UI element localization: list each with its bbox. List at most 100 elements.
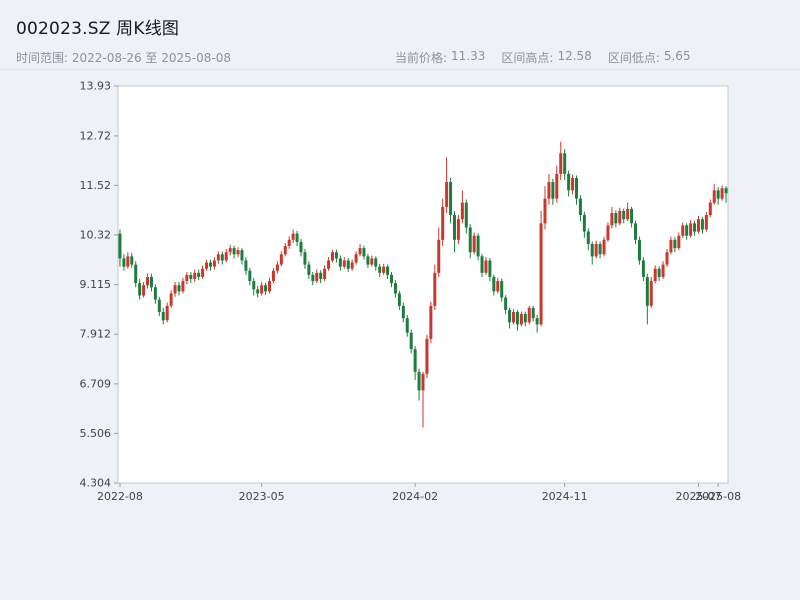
page-title: 002023.SZ 周K线图 [16, 19, 180, 39]
candle [189, 272, 193, 284]
candle [173, 281, 177, 297]
candle-body [279, 254, 283, 265]
candle [515, 309, 519, 331]
candle-body [236, 250, 240, 255]
y-axis-tick-label: 6.709 [80, 377, 112, 390]
candle [386, 264, 390, 280]
stat-range-high-value: 12.58 [557, 49, 592, 63]
stat-range-high-label: 区间高点: [501, 51, 554, 65]
candle [677, 232, 681, 251]
candle [397, 290, 401, 310]
candle-body [362, 248, 366, 257]
candle [149, 273, 153, 292]
candle-body [704, 215, 708, 230]
candle [126, 252, 130, 269]
candle-body [224, 252, 228, 261]
candle-body [315, 272, 319, 282]
candle [578, 195, 582, 222]
candle [460, 190, 464, 224]
candles-layer [118, 141, 728, 428]
candle-body [165, 305, 169, 321]
candle-body [130, 256, 134, 265]
x-axis-tick-label: 2024-02 [392, 490, 438, 503]
candle [236, 247, 240, 258]
candle [582, 211, 586, 238]
candle [594, 240, 598, 259]
candle-body [700, 219, 704, 230]
candle [567, 170, 571, 197]
candle [271, 267, 275, 284]
candle-body [350, 262, 354, 269]
candle [724, 186, 728, 203]
candle-body [555, 173, 559, 199]
y-axis-tick-label: 7.912 [80, 328, 112, 341]
candle [472, 232, 476, 255]
candle-body [122, 258, 126, 267]
candle [468, 224, 472, 259]
candle [393, 280, 397, 298]
candle-body [519, 314, 523, 325]
candle-body [574, 177, 578, 199]
candle-body [208, 262, 212, 267]
candle-body [504, 297, 508, 310]
candle [661, 261, 665, 280]
candle-body [138, 283, 142, 296]
candle-body [386, 266, 390, 275]
candle [307, 261, 311, 280]
candle-body [307, 264, 311, 275]
candle-body [275, 264, 279, 271]
candle-body [252, 281, 256, 290]
candle-body [464, 202, 468, 228]
candle-body [720, 188, 724, 199]
candle-body [370, 258, 374, 265]
candle [641, 257, 645, 282]
candle-body [637, 239, 641, 261]
candle [201, 265, 205, 280]
candle [338, 255, 342, 271]
candle-body [689, 223, 693, 236]
candle [480, 253, 484, 277]
candle [456, 215, 460, 244]
candle [614, 210, 618, 228]
candle [161, 307, 165, 325]
candle-body [334, 252, 338, 259]
candle-body [327, 260, 331, 269]
candle [586, 228, 590, 251]
candle [610, 206, 614, 229]
candle [634, 220, 638, 244]
stat-range-high: 区间高点: 12.58 [501, 49, 591, 66]
candle-body [547, 182, 551, 199]
candle-body [696, 219, 700, 232]
candle-body [508, 309, 512, 323]
candle-body [299, 241, 303, 253]
candle-body [189, 274, 193, 280]
candle [382, 263, 386, 275]
candle-body [220, 254, 224, 261]
candle-body [681, 225, 685, 236]
candle-body [523, 314, 527, 323]
candle-body [433, 272, 437, 306]
candle-body [512, 312, 516, 323]
candle [452, 210, 456, 253]
candle-body [641, 260, 645, 277]
candle [645, 273, 649, 325]
candle-body [578, 198, 582, 216]
candle [216, 251, 220, 264]
candle-body [177, 285, 181, 292]
candle [303, 248, 307, 269]
x-axis-tick-label: 2025-07 [675, 490, 721, 503]
candle [637, 236, 641, 265]
candle-body [118, 233, 122, 259]
candle [374, 256, 378, 271]
stat-range-low-value: 5.65 [663, 49, 691, 63]
y-axis-tick-label: 9.115 [80, 278, 112, 291]
candle [177, 281, 181, 296]
candle [268, 277, 272, 294]
candle-body [146, 276, 150, 286]
candle [531, 305, 535, 322]
candle-body [390, 274, 394, 284]
candle-body [472, 235, 476, 253]
candle [142, 281, 146, 298]
header-divider [0, 69, 800, 70]
candle-body [358, 248, 362, 255]
